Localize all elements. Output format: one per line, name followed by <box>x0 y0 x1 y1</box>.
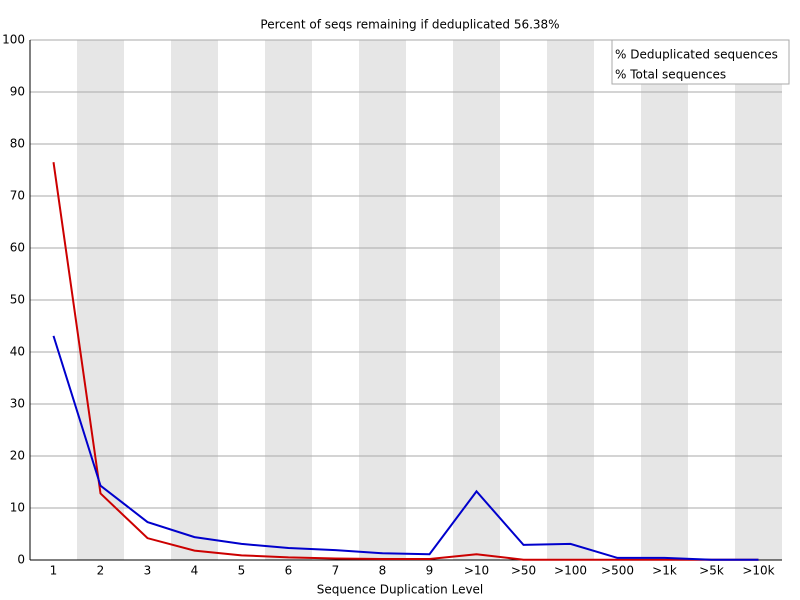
legend-entry: % Deduplicated sequences <box>615 48 778 62</box>
chart-title: Percent of seqs remaining if deduplicate… <box>260 18 559 32</box>
y-tick-label: 90 <box>10 85 25 99</box>
y-tick-label: 0 <box>17 553 25 567</box>
y-tick-label: 20 <box>10 449 25 463</box>
y-tick-label: 70 <box>10 189 25 203</box>
x-tick-label: >10 <box>464 564 489 578</box>
x-tick-label: 9 <box>426 564 434 578</box>
x-tick-label: 6 <box>285 564 293 578</box>
x-tick-label: >500 <box>601 564 634 578</box>
x-tick-label: 8 <box>379 564 387 578</box>
series-line <box>52 162 759 561</box>
legend-box <box>611 39 790 85</box>
x-tick-label: 3 <box>144 564 152 578</box>
y-tick-label: 10 <box>10 501 25 515</box>
x-tick-label: 4 <box>191 564 199 578</box>
x-tick-label: 7 <box>332 564 340 578</box>
y-tick-label: 100 <box>2 33 25 47</box>
x-tick-label: >1k <box>652 564 677 578</box>
x-tick-label: 1 <box>50 564 58 578</box>
legend-entry: % Total sequences <box>615 68 726 82</box>
y-tick-label: 30 <box>10 397 25 411</box>
y-tick-label: 50 <box>10 293 25 307</box>
x-axis-label: Sequence Duplication Level <box>317 583 484 597</box>
y-tick-label: 40 <box>10 345 25 359</box>
y-tick-label: 80 <box>10 137 25 151</box>
x-tick-label: 5 <box>238 564 246 578</box>
series-line <box>52 335 759 561</box>
x-tick-label: >100 <box>554 564 587 578</box>
legend: % Deduplicated sequences % Total sequence… <box>611 39 790 85</box>
x-tick-label: >50 <box>511 564 536 578</box>
x-tick-label: >5k <box>699 564 724 578</box>
y-tick-label: 60 <box>10 241 25 255</box>
x-tick-label: >10k <box>742 564 774 578</box>
x-tick-label: 2 <box>97 564 105 578</box>
